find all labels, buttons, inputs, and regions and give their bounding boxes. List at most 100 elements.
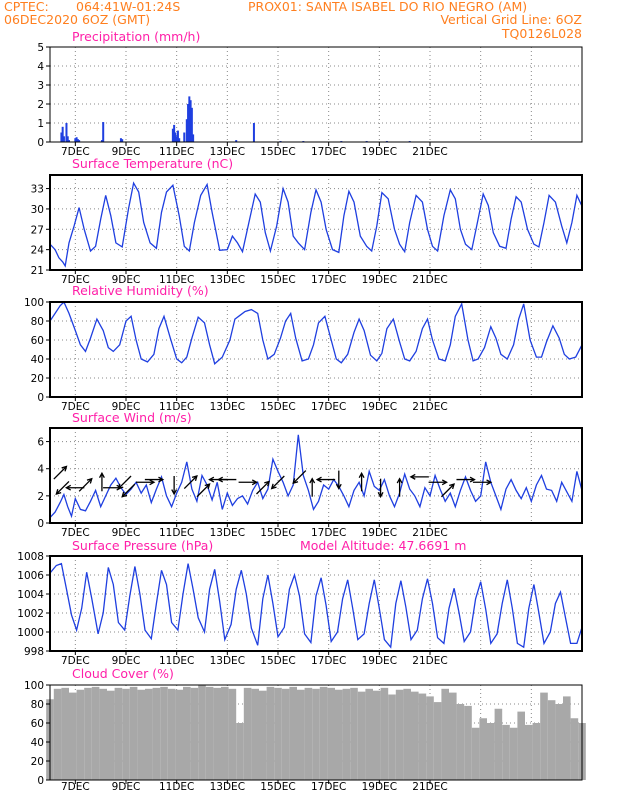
x-tick-label: 13DEC — [210, 274, 245, 286]
cloud-bar — [357, 691, 366, 780]
cloud-bar — [426, 696, 434, 780]
header-coords: 064:41W-01:24S — [76, 0, 180, 14]
x-tick-label: 7DEC — [61, 146, 90, 158]
cloud-bar — [205, 686, 214, 780]
x-tick-label: 15DEC — [260, 527, 295, 539]
precip-bar — [100, 140, 103, 142]
x-tick-label: 17DEC — [311, 146, 346, 158]
cloud-bar — [53, 688, 62, 780]
cloud-bar — [99, 688, 107, 780]
series-line — [49, 181, 583, 268]
wind-arrowhead — [158, 476, 165, 483]
x-tick-label: 13DEC — [210, 401, 245, 413]
precip-bar — [176, 130, 179, 142]
y-tick-label: 1 — [37, 118, 44, 130]
cloud-bar — [274, 687, 282, 780]
panel-4: Surface Pressure (hPa) Model Altitude: 47… — [17, 538, 583, 667]
y-tick-label: 27 — [31, 224, 44, 236]
x-tick-label: 11DEC — [159, 274, 194, 286]
cloud-bar — [563, 696, 571, 780]
x-tick-label: 11DEC — [159, 401, 194, 413]
precip-bar — [188, 96, 191, 142]
cloud-bar — [175, 689, 183, 780]
y-tick-label: 1008 — [17, 551, 44, 563]
x-tick-label: 19DEC — [362, 527, 397, 539]
x-tick-label: 9DEC — [112, 527, 141, 539]
precip-bar — [174, 132, 177, 142]
cloud-bar — [236, 723, 244, 780]
precip-bar — [189, 100, 192, 142]
cloud-bar — [418, 693, 427, 780]
cloud-bar — [570, 718, 579, 780]
cloud-bar — [509, 727, 518, 780]
cloud-bar — [342, 688, 351, 780]
cloud-bar — [61, 687, 69, 780]
wind-arrow — [121, 483, 136, 498]
y-tick-label: 4 — [37, 464, 44, 476]
x-tick-label: 21DEC — [412, 527, 447, 539]
x-tick-label: 7DEC — [61, 527, 90, 539]
cloud-bar — [449, 692, 457, 780]
y-tick-label: 20 — [31, 373, 44, 385]
precip-bar — [183, 132, 186, 142]
cloud-bar — [464, 705, 472, 780]
cloud-bar — [84, 687, 92, 780]
x-tick-label: 17DEC — [311, 527, 346, 539]
wind-arrowhead — [358, 471, 365, 478]
cloud-bar — [198, 685, 206, 780]
wind-arrow — [292, 470, 307, 484]
y-tick-label: 2 — [37, 99, 44, 111]
y-tick-label: 4 — [37, 61, 44, 73]
y-tick-label: 100 — [24, 680, 44, 692]
wind-arrowhead — [469, 476, 476, 483]
wind-arrowhead — [208, 476, 215, 483]
x-tick-label: 9DEC — [112, 274, 141, 286]
y-tick-label: 6 — [37, 437, 44, 449]
wind-arrowhead — [204, 483, 211, 490]
cloud-bar — [69, 692, 77, 780]
header-run: 06DEC2020 6OZ (GMT) — [4, 12, 150, 27]
wind-arrow — [440, 483, 455, 498]
wind-arrowhead — [121, 491, 128, 498]
y-tick-label: 33 — [31, 184, 44, 196]
cloud-bar — [137, 689, 145, 780]
y-tick-label: 0 — [37, 137, 44, 149]
y-tick-label: 40 — [31, 354, 44, 366]
x-tick-label: 11DEC — [159, 655, 194, 667]
cloud-bar — [76, 689, 85, 780]
x-tick-label: 13DEC — [210, 655, 245, 667]
y-tick-label: 40 — [31, 737, 44, 749]
cloud-bar — [525, 724, 533, 780]
x-tick-label: 13DEC — [210, 527, 245, 539]
panel-frame — [49, 46, 583, 143]
precip-bar — [60, 132, 63, 142]
precip-bar — [190, 107, 193, 142]
x-tick-label: 19DEC — [362, 146, 397, 158]
cloud-bar — [373, 690, 381, 780]
wind-arrow — [53, 466, 67, 480]
series-line — [49, 562, 583, 649]
cloud-bar — [335, 689, 343, 780]
cloud-bar — [281, 688, 290, 780]
x-tick-label: 11DEC — [159, 146, 194, 158]
precip-bar — [65, 123, 68, 142]
cloud-bar — [502, 724, 510, 780]
wind-arrowhead — [292, 478, 299, 485]
x-tick-label: 21DEC — [412, 401, 447, 413]
y-tick-label: 1004 — [17, 589, 44, 601]
x-tick-label: 15DEC — [260, 274, 295, 286]
x-tick-label: 7DEC — [61, 274, 90, 286]
wind-arrow — [183, 475, 198, 490]
cloud-bar — [312, 688, 320, 780]
precip-bar — [252, 123, 255, 142]
panel-title: Surface Pressure (hPa) — [72, 538, 213, 553]
cloud-bar — [487, 723, 495, 780]
cloud-bar — [532, 723, 541, 780]
wind-arrowhead — [377, 492, 384, 499]
wind-arrowhead — [171, 489, 178, 496]
cloud-bar — [160, 686, 168, 780]
panel-0: Precipitation (mm/h) 0 1 2 3 4 5 7DEC 9DEC 11DEC 1… — [37, 29, 583, 158]
series-line — [49, 300, 583, 365]
cloud-bar — [411, 691, 419, 780]
x-tick-label: 21DEC — [412, 146, 447, 158]
